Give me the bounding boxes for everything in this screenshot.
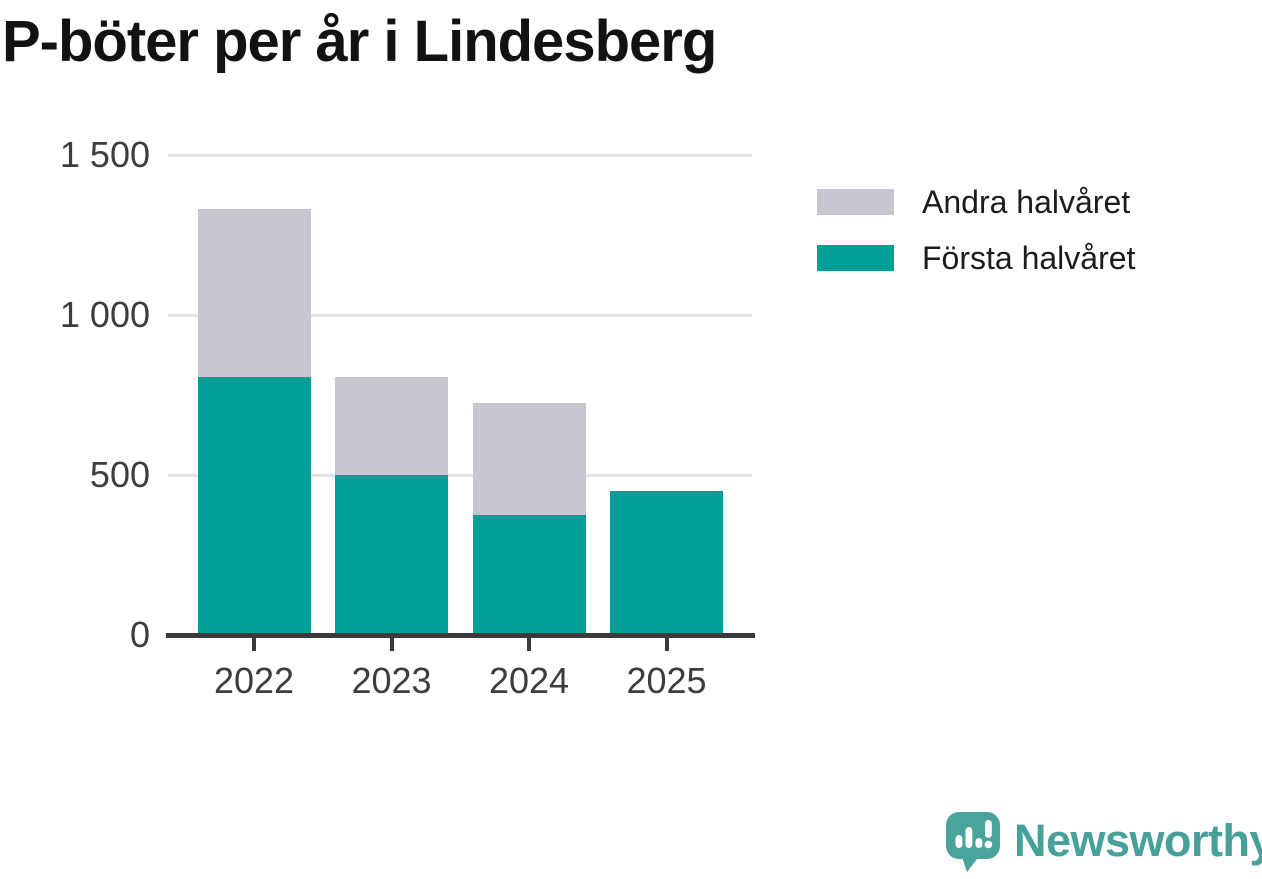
y-axis-label-1000: 1 000 — [59, 294, 150, 335]
legend-item-forsta-halvaret: Första halvåret — [817, 240, 1135, 276]
y-axis-label-0: 0 — [129, 614, 150, 655]
y-axis-label-500: 500 — [89, 454, 150, 495]
chart-title: P-böter per år i Lindesberg — [2, 9, 717, 74]
legend-label-forsta-halvaret: Första halvåret — [922, 239, 1136, 276]
x-axis-tick-2025 — [664, 638, 669, 651]
x-axis-tick-2024 — [527, 638, 531, 651]
bar-2022-forsta-halvaret — [197, 377, 311, 633]
x-axis-tick-2022 — [252, 638, 256, 651]
legend-item-andra-halvaret: Andra halvåret — [817, 184, 1135, 220]
bar-2024-andra-halvaret — [472, 402, 586, 515]
gridline-1500 — [168, 153, 752, 157]
newsworthy-logo-text: Newsworthy — [1014, 815, 1262, 866]
legend: Andra halvåret Första halvåret — [817, 184, 1135, 301]
legend-swatch-forsta-halvaret — [817, 245, 894, 271]
gridline-500 — [168, 473, 752, 477]
newsworthy-branding: Newsworthy — [946, 812, 1262, 872]
legend-label-andra-halvaret: Andra halvåret — [922, 183, 1131, 220]
x-axis-label-2025: 2025 — [626, 660, 707, 701]
x-axis-tick-2023 — [389, 638, 394, 651]
x-axis-line — [166, 633, 755, 638]
gridline-1000 — [168, 313, 752, 317]
bar-2023-andra-halvaret — [335, 377, 448, 475]
newsworthy-logo-icon — [946, 812, 1000, 872]
bar-2024-forsta-halvaret — [472, 514, 586, 633]
bar-2022-andra-halvaret — [197, 209, 311, 377]
legend-swatch-andra-halvaret — [817, 189, 894, 215]
x-axis-label-2023: 2023 — [351, 660, 432, 701]
y-axis-label-1500: 1 500 — [59, 134, 150, 175]
bar-2025-forsta-halvaret — [610, 490, 723, 633]
bar-2023-forsta-halvaret — [335, 474, 448, 633]
x-axis-label-2022: 2022 — [213, 660, 295, 701]
x-axis-label-2024: 2024 — [488, 660, 570, 701]
